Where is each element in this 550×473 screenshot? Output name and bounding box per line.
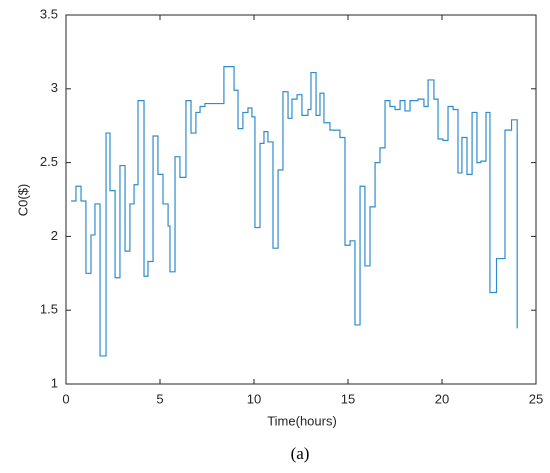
x-tick-label: 20 bbox=[435, 391, 449, 406]
y-tick-label: 3 bbox=[51, 80, 58, 95]
x-axis-label: Time(hours) bbox=[267, 413, 337, 428]
x-tick-label: 0 bbox=[62, 391, 69, 406]
y-tick-label: 2.5 bbox=[40, 154, 58, 169]
y-tick-label: 1 bbox=[51, 375, 58, 390]
caption: (a) bbox=[291, 444, 310, 463]
y-axis-label: C0($) bbox=[15, 184, 30, 217]
stairs-line bbox=[71, 66, 518, 357]
x-tick-label: 10 bbox=[247, 391, 261, 406]
x-tick-label: 15 bbox=[341, 391, 355, 406]
x-tick-label: 5 bbox=[156, 391, 163, 406]
y-tick-label: 1.5 bbox=[40, 302, 58, 317]
x-tick-label: 25 bbox=[529, 391, 543, 406]
plot-frame bbox=[65, 14, 537, 385]
y-tick-label: 3.5 bbox=[40, 6, 58, 21]
y-tick-label: 2 bbox=[51, 228, 58, 243]
